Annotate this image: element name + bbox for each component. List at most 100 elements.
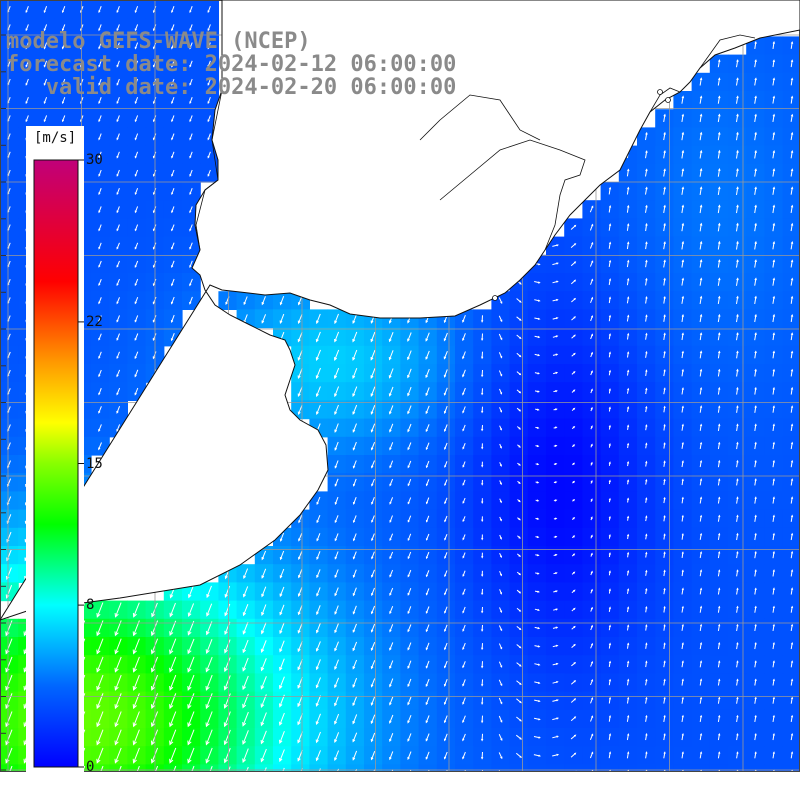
wind-arrow <box>187 638 195 654</box>
wind-arrow-head <box>316 520 319 524</box>
wind-arrow-head <box>298 575 301 579</box>
wind-arrow-head <box>389 520 392 523</box>
wind-arrow-head <box>334 411 338 416</box>
wind-arrow-head <box>389 702 392 706</box>
wind-arrow-head <box>334 593 338 597</box>
wind-arrow-head <box>608 533 611 537</box>
wind-arrow-head <box>371 465 374 469</box>
wind-arrow-head <box>608 678 612 682</box>
border-line <box>195 89 223 251</box>
wind-arrow <box>699 132 702 141</box>
wind-arrow-head <box>134 137 137 141</box>
field-cell <box>728 764 747 772</box>
wind-arrow <box>224 657 231 672</box>
field-cell <box>418 764 438 772</box>
wind-arrow <box>717 169 720 177</box>
wind-arrow <box>717 314 720 323</box>
wind-arrow-head <box>261 302 265 306</box>
wind-arrow-head <box>207 174 210 177</box>
wind-arrow <box>353 478 357 486</box>
wind-arrow-head <box>645 642 648 645</box>
wind-arrow-head <box>645 259 648 263</box>
wind-arrow-head <box>134 192 137 196</box>
wind-arrow-head <box>171 10 174 14</box>
wind-arrow-head <box>627 678 630 682</box>
wind-arrow-head <box>537 663 541 666</box>
wind-arrow-head <box>189 228 192 232</box>
wind-arrow-head <box>98 447 101 451</box>
wind-arrow-head <box>591 260 594 263</box>
wind-arrow-head <box>334 520 338 524</box>
wind-arrow-head <box>519 737 522 740</box>
wind-arrow-head <box>717 204 721 208</box>
wind-arrow-head <box>443 411 447 414</box>
wind-arrow-head <box>260 685 265 690</box>
wind-arrow-head <box>279 685 283 690</box>
wind-arrow-head <box>754 478 757 481</box>
wind-arrow <box>352 313 358 324</box>
wind-arrow-head <box>6 777 9 781</box>
wind-arrow <box>736 223 739 232</box>
wind-arrow-head <box>61 101 65 105</box>
wind-arrow-head <box>390 775 392 777</box>
wind-arrow-head <box>790 496 794 500</box>
wind-arrow <box>681 241 684 250</box>
wind-arrow-head <box>790 386 794 390</box>
wind-arrow <box>407 368 412 378</box>
wind-arrow <box>717 260 720 268</box>
wind-arrow-head <box>699 277 703 281</box>
wind-arrow-head <box>736 131 739 135</box>
wind-arrow-head <box>518 427 521 430</box>
wind-arrow-head <box>425 465 429 469</box>
wind-arrow-head <box>96 631 101 637</box>
wind-arrow <box>245 766 249 772</box>
wind-arrow-head <box>207 83 210 86</box>
wind-arrow-head <box>736 605 739 609</box>
wind-arrow-head <box>170 320 174 323</box>
wind-arrow <box>334 695 340 706</box>
wind-arrow-head <box>279 611 283 616</box>
wind-arrow-head <box>754 313 757 317</box>
wind-arrow-head <box>481 374 484 378</box>
wind-arrow <box>316 551 321 560</box>
wind-arrow <box>754 278 757 286</box>
wind-arrow-head <box>316 593 319 597</box>
wind-arrow <box>407 497 412 504</box>
wind-arrow <box>114 729 122 745</box>
wind-arrow-head <box>699 587 703 591</box>
wind-arrow <box>407 733 412 741</box>
wind-arrow-head <box>790 459 794 463</box>
wind-arrow-head <box>681 131 685 135</box>
wind-arrow <box>316 313 321 324</box>
wind-arrow-head <box>736 532 739 536</box>
wind-arrow-head <box>754 240 757 244</box>
wind-arrow-head <box>297 338 301 343</box>
wind-arrow <box>279 604 285 615</box>
wind-arrow <box>5 638 13 654</box>
wind-arrow <box>169 729 177 745</box>
wind-arrow-head <box>171 174 174 177</box>
wind-arrow-head <box>608 351 611 355</box>
wind-arrow-head <box>223 758 228 764</box>
wind-arrow-head <box>681 587 684 591</box>
wind-arrow-head <box>389 757 392 761</box>
wind-arrow-head <box>407 592 410 596</box>
wind-arrow <box>298 586 303 597</box>
wind-arrow-head <box>645 350 648 354</box>
wind-arrow-head <box>590 642 593 646</box>
wind-arrow-head <box>573 297 576 301</box>
field-cell <box>564 764 583 772</box>
wind-arrow-head <box>97 777 100 781</box>
wind-arrow <box>334 605 339 614</box>
wind-arrow-head <box>554 517 558 520</box>
wind-arrow-head <box>500 628 503 632</box>
wind-arrow <box>754 333 757 341</box>
wind-arrow <box>444 733 448 741</box>
wind-arrow <box>334 533 339 541</box>
wind-arrow-head <box>170 777 173 781</box>
wind-arrow-head <box>187 667 192 673</box>
wind-arrow <box>407 606 412 614</box>
wind-arrow <box>353 460 357 468</box>
wind-arrow-head <box>681 514 684 518</box>
wind-arrow-head <box>718 405 721 408</box>
